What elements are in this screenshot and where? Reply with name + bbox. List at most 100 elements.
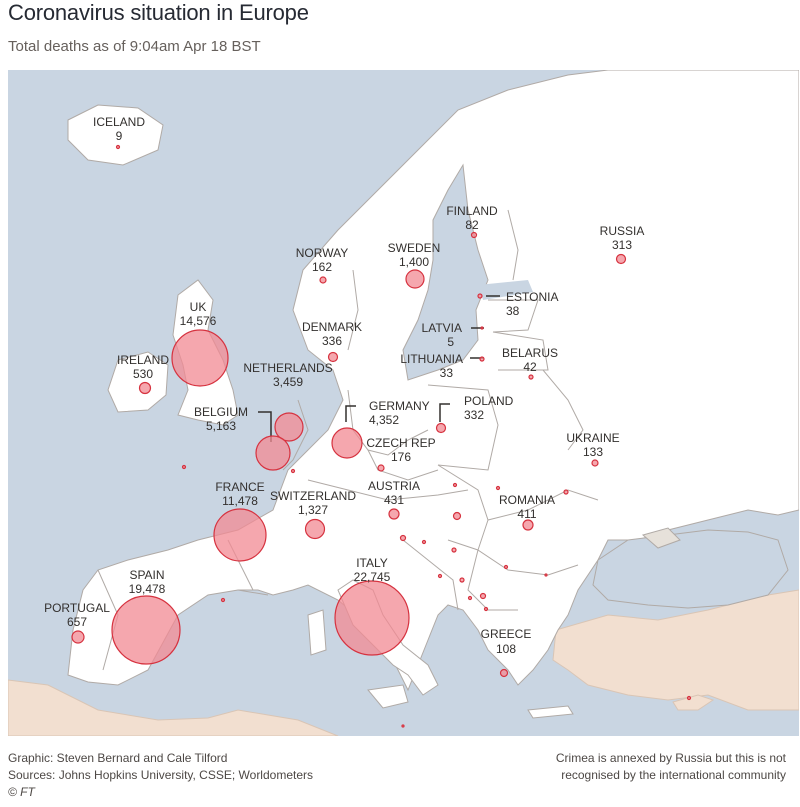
bubble-minor — [437, 573, 443, 579]
label-france-value: 11,478 — [222, 494, 258, 508]
label-czech-name: CZECH REP — [366, 436, 435, 450]
label-sweden-value: 1,400 — [399, 255, 429, 269]
gulf-of-finland — [478, 280, 533, 300]
label-portugal-name: PORTUGAL — [44, 601, 110, 615]
label-france-name: FRANCE — [215, 480, 264, 494]
bubble-ireland — [138, 381, 152, 395]
bubble-belarus — [528, 374, 534, 380]
label-iceland-name: ICELAND — [93, 115, 145, 129]
label-belarus-value: 42 — [523, 360, 537, 374]
country-labels: ICELAND 9 FINLAND 82 RUSSIA 313 NORWAY 1… — [44, 115, 644, 656]
label-romania-name: ROMANIA — [499, 493, 555, 507]
bubble-switzerland — [304, 518, 326, 540]
bubble-finland — [470, 231, 478, 239]
label-ukraine-name: UKRAINE — [566, 431, 619, 445]
bubble-minor — [467, 595, 473, 601]
label-lithuania-name: LITHUANIA — [400, 352, 463, 366]
label-spain-value: 19,478 — [129, 582, 166, 596]
bubbles — [71, 144, 692, 728]
sources-line: Sources: Johns Hopkins University, CSSE;… — [8, 768, 313, 782]
label-iceland-value: 9 — [116, 129, 123, 143]
label-spain-name: SPAIN — [129, 568, 164, 582]
label-germany-value: 4,352 — [369, 413, 399, 427]
footer-note: Crimea is annexed by Russia but this is … — [556, 750, 786, 784]
sardinia-land — [307, 609, 327, 656]
cyprus-land — [672, 694, 715, 711]
bubble-minor — [290, 468, 296, 474]
baltic-sea — [402, 163, 489, 381]
page-title: Coronavirus situation in Europe — [8, 0, 309, 25]
label-italy-value: 22,745 — [354, 570, 391, 584]
label-estonia-name: ESTONIA — [506, 290, 558, 304]
bubble-minor — [399, 534, 407, 542]
label-ireland-name: IRELAND — [117, 353, 169, 367]
bubble-uk — [171, 329, 229, 387]
bubble-portugal — [71, 630, 85, 644]
bubble-minor — [544, 573, 548, 577]
bubble-minor — [452, 482, 458, 488]
label-greece-value: 108 — [496, 642, 516, 656]
label-russia-value: 313 — [612, 238, 632, 252]
label-russia-name: RUSSIA — [600, 224, 645, 238]
label-denmark-name: DENMARK — [302, 320, 362, 334]
map: ICELAND 9 FINLAND 82 RUSSIA 313 NORWAY 1… — [8, 70, 799, 736]
bubble-minor — [686, 695, 692, 701]
label-norway-value: 162 — [312, 260, 332, 274]
credit-line: Graphic: Steven Bernard and Cale Tilford — [8, 751, 228, 765]
bubble-italy — [334, 580, 410, 656]
bubble-latvia — [480, 326, 484, 330]
bubble-poland — [435, 422, 447, 434]
label-austria-name: AUSTRIA — [368, 479, 420, 493]
label-norway-name: NORWAY — [296, 246, 348, 260]
label-sweden-name: SWEDEN — [388, 241, 441, 255]
turkey-land — [552, 589, 799, 711]
leader-lines — [258, 295, 500, 442]
bubble-germany — [331, 427, 363, 459]
label-belgium-name: BELGIUM — [194, 405, 248, 419]
iceland-land — [67, 104, 164, 166]
label-ukraine-value: 133 — [583, 445, 603, 459]
bubble-minor — [220, 597, 226, 603]
bubble-norway — [319, 276, 327, 284]
bubble-minor — [503, 564, 509, 570]
label-uk-value: 14,576 — [180, 314, 217, 328]
crimea-note-line1: Crimea is annexed by Russia but this is … — [555, 751, 786, 765]
label-greece-name: GREECE — [481, 627, 532, 641]
crete-land — [527, 705, 574, 719]
label-netherlands-value: 3,459 — [273, 375, 303, 389]
bubble-austria — [388, 508, 400, 520]
bubble-minor — [495, 485, 501, 491]
map-svg: ICELAND 9 FINLAND 82 RUSSIA 313 NORWAY 1… — [8, 70, 799, 736]
label-belarus-name: BELARUS — [502, 346, 558, 360]
bubble-minor — [459, 577, 465, 583]
label-lithuania-value: 33 — [440, 366, 454, 380]
bubble-spain — [111, 595, 181, 665]
bubble-minor — [483, 606, 489, 612]
bubble-minor — [421, 539, 427, 545]
label-denmark-value: 336 — [322, 334, 342, 348]
bubble-estonia — [477, 293, 483, 299]
country-borders — [97, 209, 599, 671]
bubble-lithuania — [479, 356, 485, 362]
bubble-minor — [479, 592, 487, 600]
label-finland-name: FINLAND — [446, 204, 498, 218]
bubble-minor — [563, 489, 569, 495]
sicily-land — [367, 684, 409, 709]
bubble-belgium — [255, 435, 291, 471]
crimea-note-line2: recognised by the international communit… — [561, 768, 786, 782]
bubble-minor — [401, 724, 405, 728]
label-poland-name: POLAND — [464, 394, 514, 408]
label-austria-value: 431 — [384, 493, 404, 507]
label-switzerland-name: SWITZERLAND — [270, 489, 356, 503]
label-italy-name: ITALY — [356, 556, 388, 570]
label-switzerland-value: 1,327 — [298, 503, 328, 517]
bubble-sweden — [405, 269, 425, 289]
crimea — [641, 527, 681, 549]
bubble-netherlands — [274, 412, 304, 442]
ireland-land — [107, 351, 169, 413]
label-finland-value: 82 — [465, 218, 479, 232]
label-romania-value: 411 — [517, 507, 536, 521]
bubble-minor — [181, 464, 187, 470]
footer-credits: Graphic: Steven Bernard and Cale Tilford… — [8, 750, 313, 801]
label-poland-value: 332 — [464, 408, 484, 422]
